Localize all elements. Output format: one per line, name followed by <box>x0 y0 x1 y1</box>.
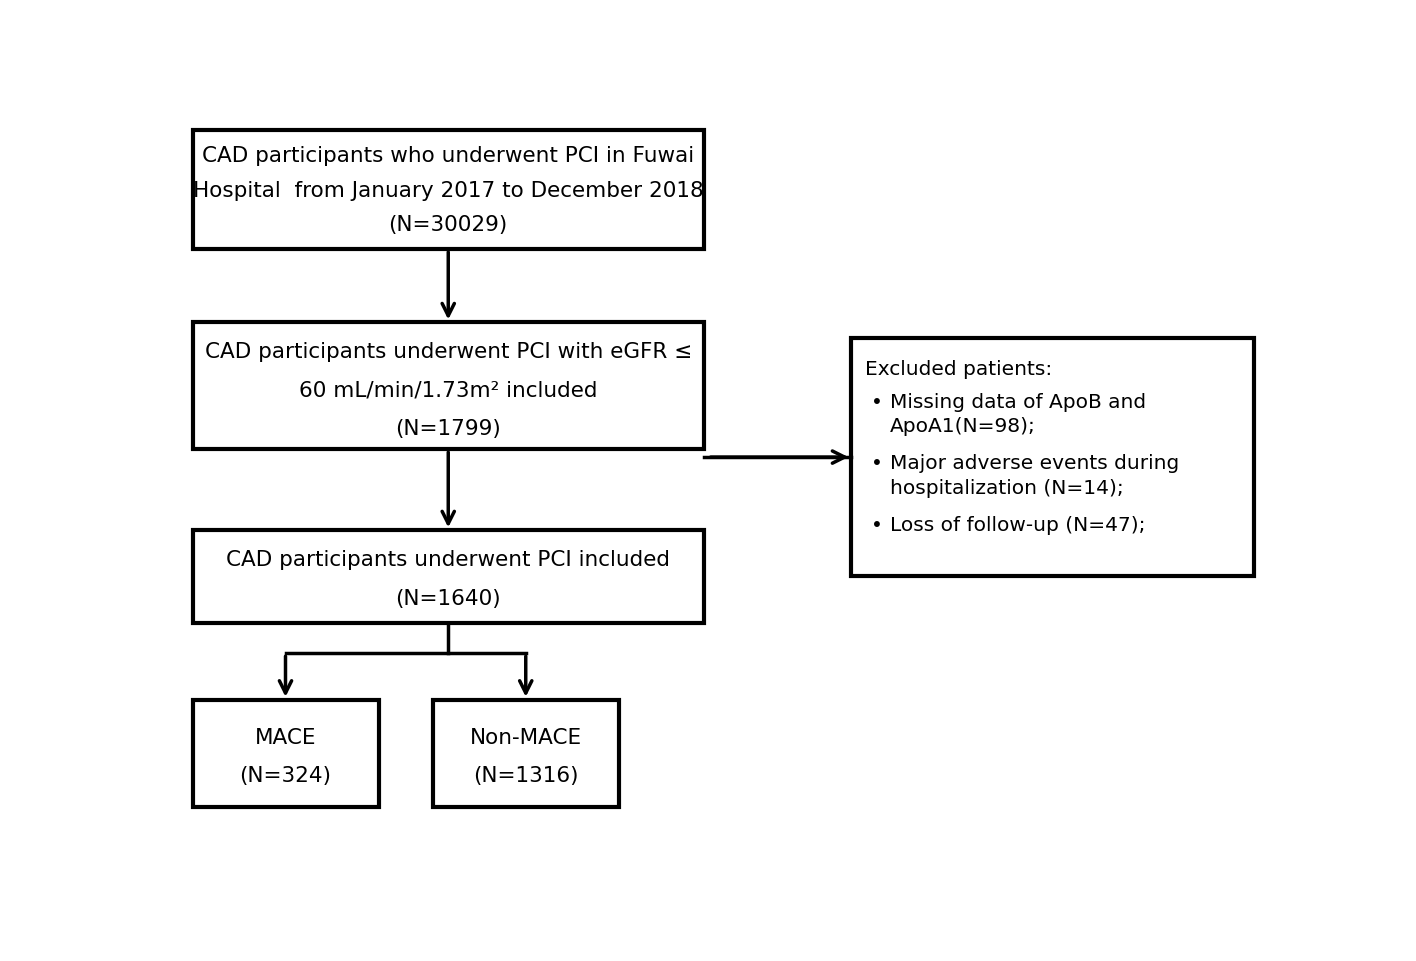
Text: CAD participants who underwent PCI in Fuwai: CAD participants who underwent PCI in Fu… <box>202 146 694 165</box>
Text: (N=30029): (N=30029) <box>388 215 508 234</box>
Bar <box>193 700 378 807</box>
Text: ApoA1(N=98);: ApoA1(N=98); <box>891 417 1037 436</box>
Bar <box>193 131 704 250</box>
Text: 60 mL/min/1.73m² included: 60 mL/min/1.73m² included <box>299 381 598 401</box>
Text: (N=1316): (N=1316) <box>473 765 579 785</box>
Text: CAD participants underwent PCI included: CAD participants underwent PCI included <box>227 550 670 570</box>
Text: Non-MACE: Non-MACE <box>470 727 582 747</box>
Text: (N=1640): (N=1640) <box>395 588 501 608</box>
Text: Major adverse events during: Major adverse events during <box>891 454 1180 473</box>
Bar <box>193 530 704 623</box>
Text: Hospital  from January 2017 to December 2018: Hospital from January 2017 to December 2… <box>193 181 704 200</box>
Bar <box>851 338 1255 577</box>
Text: hospitalization (N=14);: hospitalization (N=14); <box>891 479 1124 498</box>
Text: (N=1799): (N=1799) <box>395 419 501 439</box>
Text: MACE: MACE <box>255 727 316 747</box>
Text: •: • <box>871 392 884 411</box>
Text: Missing data of ApoB and: Missing data of ApoB and <box>891 392 1146 411</box>
Text: (N=324): (N=324) <box>239 765 331 785</box>
Text: CAD participants underwent PCI with eGFR ≤: CAD participants underwent PCI with eGFR… <box>205 342 692 362</box>
Text: Loss of follow-up (N=47);: Loss of follow-up (N=47); <box>891 515 1146 534</box>
Text: •: • <box>871 515 884 534</box>
Bar <box>193 323 704 450</box>
Text: •: • <box>871 454 884 473</box>
Bar <box>433 700 619 807</box>
Text: Excluded patients:: Excluded patients: <box>865 360 1052 379</box>
